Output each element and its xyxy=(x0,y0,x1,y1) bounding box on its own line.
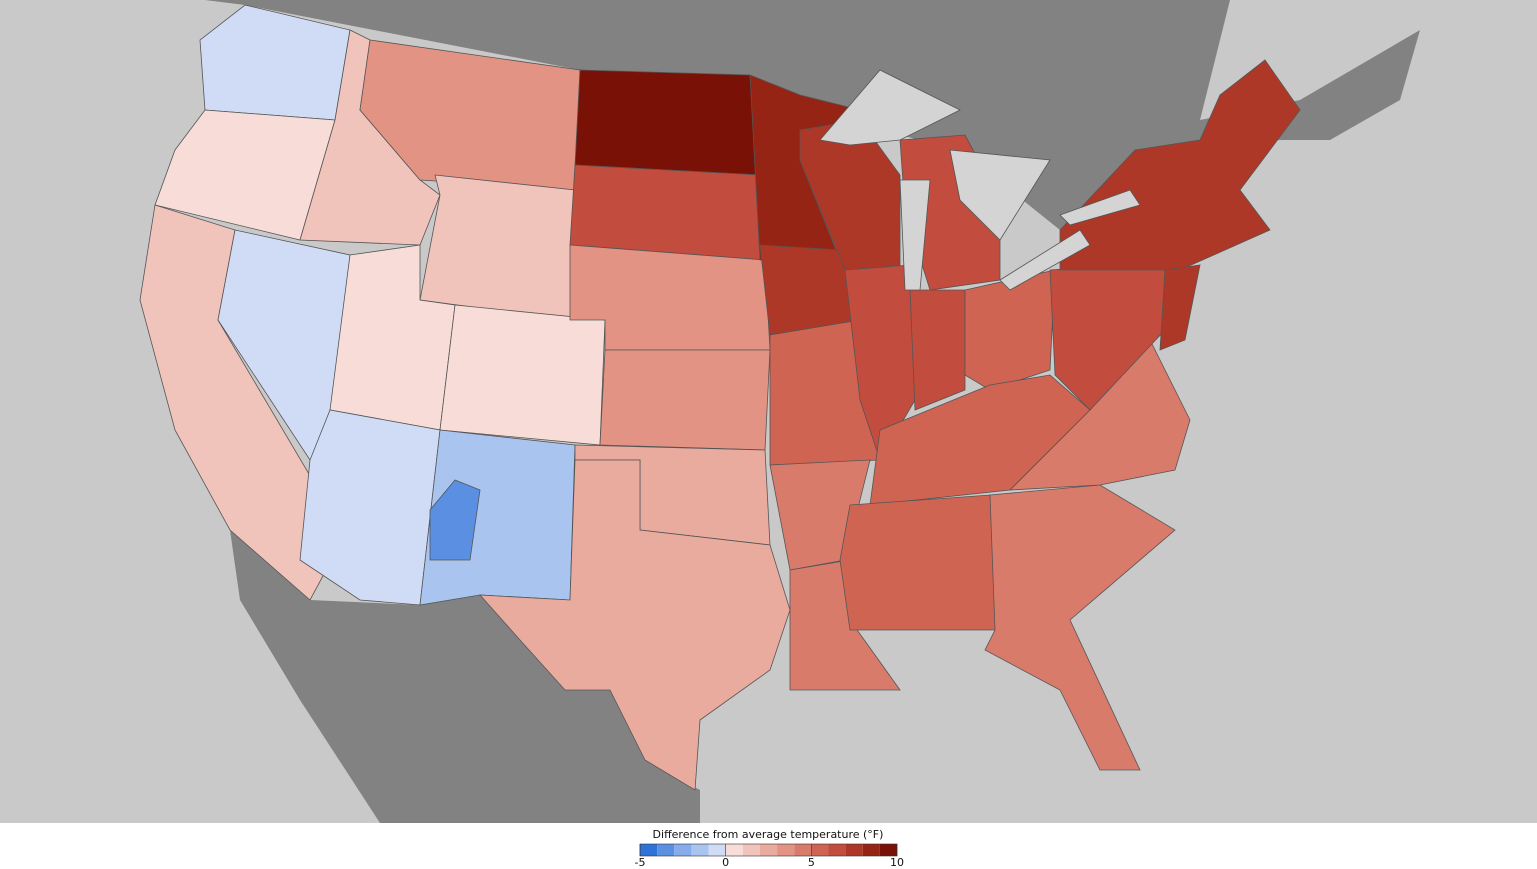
legend-swatch xyxy=(777,844,795,856)
legend-swatch xyxy=(759,844,778,856)
legend-swatch xyxy=(725,844,743,856)
lake xyxy=(899,179,931,291)
legend-swatch xyxy=(657,844,675,856)
region xyxy=(1159,264,1201,351)
legend-swatch xyxy=(691,844,709,856)
legend-tick-label: 5 xyxy=(808,856,815,869)
region xyxy=(984,484,1176,771)
lake xyxy=(949,149,1051,241)
region xyxy=(439,304,606,446)
legend-swatch xyxy=(845,844,863,856)
region xyxy=(569,164,766,261)
region xyxy=(429,479,481,561)
legend-swatch xyxy=(879,844,897,856)
region xyxy=(839,494,1001,631)
legend-tick-label: 0 xyxy=(722,856,729,869)
legend-tick-label: 10 xyxy=(890,856,904,869)
regions xyxy=(139,4,1301,791)
legend-title: Difference from average temperature (°F) xyxy=(653,828,884,841)
lake xyxy=(819,69,961,146)
legend: -5 0 5 10 xyxy=(635,843,904,869)
region xyxy=(909,289,966,411)
region xyxy=(574,69,761,176)
region xyxy=(419,174,576,321)
legend-swatch xyxy=(794,844,812,856)
legend-tick-label: -5 xyxy=(635,856,646,869)
lake xyxy=(999,229,1091,291)
legend-swatch xyxy=(862,844,880,856)
mexico xyxy=(230,530,700,823)
legend-swatch xyxy=(640,844,658,856)
legend-swatch xyxy=(674,844,692,856)
region xyxy=(154,109,336,241)
legend-swatch xyxy=(742,844,760,856)
legend-swatch xyxy=(811,844,829,856)
lake xyxy=(1059,189,1141,226)
region xyxy=(599,349,771,451)
region xyxy=(479,459,791,791)
region xyxy=(1059,59,1301,271)
legend-swatch xyxy=(828,844,846,856)
legend-swatch xyxy=(708,844,726,856)
lakes xyxy=(819,69,1141,291)
